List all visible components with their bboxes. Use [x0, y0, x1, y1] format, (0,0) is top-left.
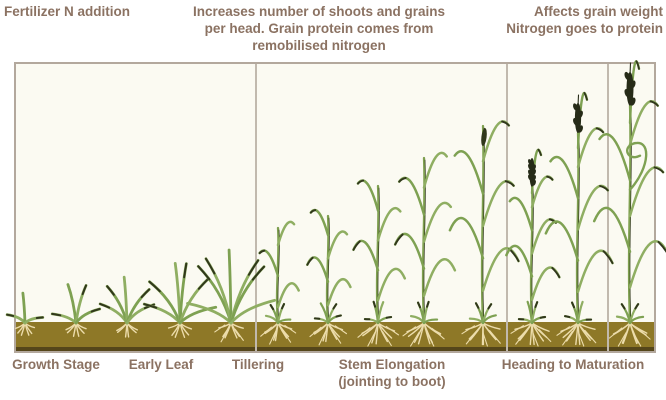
- soil-band: [16, 322, 654, 347]
- grain-weight-note-line2: Nitrogen goes to protein: [506, 21, 663, 36]
- growth-stages-panel: [14, 62, 656, 353]
- stage-divider: [506, 64, 508, 351]
- shoots-grains-note-line1: Increases number of shoots and grains: [192, 4, 446, 19]
- stage-label: Tillering: [231, 357, 285, 372]
- shoots-grains-note-line2: per head. Grain protein comes from: [204, 21, 434, 36]
- fertilizer-n-addition-title: Fertilizer N addition: [4, 4, 131, 19]
- stage-label: Early Leaf: [128, 357, 194, 372]
- grain-weight-note: Affects grain weight Nitrogen goes to pr…: [453, 3, 663, 37]
- soil-bottom-line: [16, 347, 654, 351]
- shoots-grains-note-line3: remobilised nitrogen: [252, 38, 386, 53]
- axis-title-growth-stage: Growth Stage: [12, 357, 100, 372]
- stage-label: Heading to Maturation: [501, 357, 645, 372]
- grain-weight-note-line1: Affects grain weight: [533, 4, 663, 19]
- shoots-grains-note: Increases number of shoots and grains pe…: [158, 3, 480, 54]
- stage-divider: [607, 64, 609, 351]
- stage-label: Stem Elongation (jointing to boot): [338, 357, 446, 389]
- stage-divider: [255, 64, 257, 351]
